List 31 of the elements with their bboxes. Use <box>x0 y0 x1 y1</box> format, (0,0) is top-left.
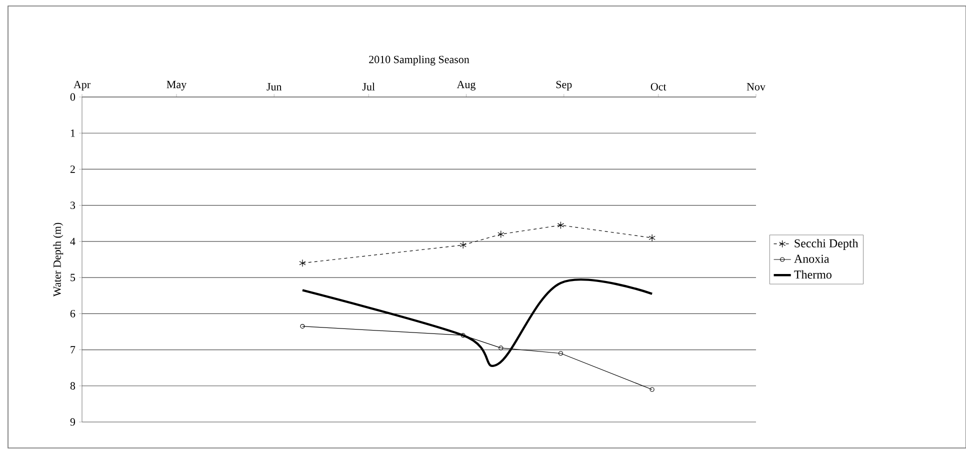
y-tick-label: 6 <box>70 310 76 318</box>
x-tick-label: Nov <box>746 83 766 90</box>
x-tick-label: Jun <box>266 83 282 90</box>
point <box>498 230 504 238</box>
chart-title: 2010 Sampling Season <box>369 55 470 66</box>
y-tick-label: 4 <box>70 238 76 246</box>
x-tick-label: Sep <box>556 80 572 90</box>
y-tick-label: 0 <box>70 93 76 101</box>
y-tick-label: 3 <box>70 202 76 210</box>
x-tick-label: Aug <box>456 80 476 90</box>
point <box>299 259 306 267</box>
x-tick-label: Apr <box>74 80 90 90</box>
point <box>557 221 564 229</box>
legend-label: Anoxia <box>794 254 830 263</box>
x-tick-label: Jul <box>362 82 375 90</box>
point <box>460 241 466 249</box>
x-tick-label: Oct <box>650 83 666 90</box>
y-tick-label: 5 <box>70 274 76 282</box>
legend-label: Thermo <box>794 270 832 279</box>
point <box>558 351 564 356</box>
point <box>498 346 504 350</box>
x-tick-label: May <box>166 80 187 90</box>
point <box>460 333 466 338</box>
y-tick-label: 9 <box>70 418 76 426</box>
y-tick-label: 2 <box>70 166 75 173</box>
legend-label: Secchi Depth <box>794 238 858 250</box>
y-axis-title: Water Depth (m) <box>53 222 64 297</box>
point <box>648 234 656 242</box>
y-tick-label: 7 <box>70 346 76 354</box>
y-tick-label: 8 <box>70 382 76 390</box>
y-tick-label: 1 <box>70 129 75 137</box>
